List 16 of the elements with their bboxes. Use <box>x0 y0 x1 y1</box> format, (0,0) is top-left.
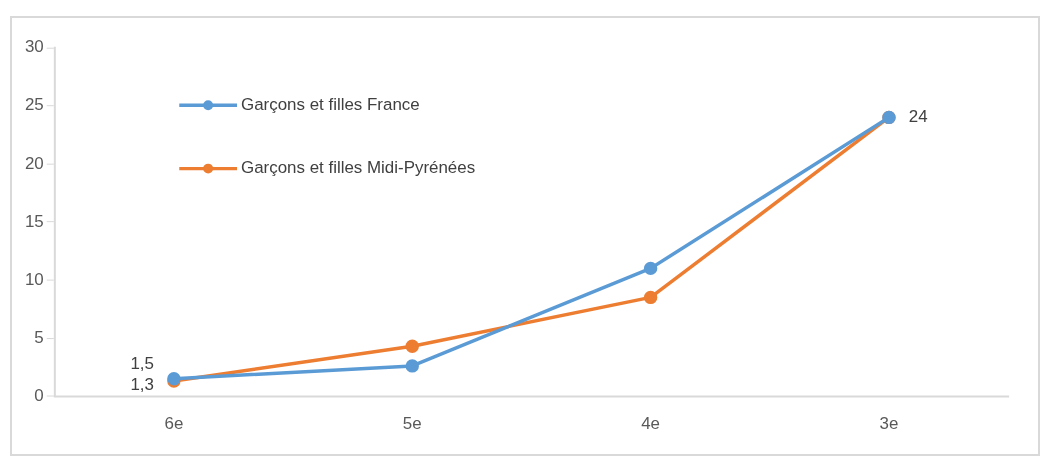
legend-label: Garçons et filles Midi-Pyrénées <box>241 158 476 178</box>
y-tick-label: 30 <box>24 37 44 57</box>
y-tick-label: 25 <box>24 95 44 115</box>
y-tick-label: 10 <box>24 269 44 289</box>
data-label: 1,5 <box>130 354 154 374</box>
y-tick-label: 0 <box>34 385 44 405</box>
x-tick-label: 6e <box>164 413 184 433</box>
data-label: 1,3 <box>130 374 154 394</box>
y-tick-label: 20 <box>24 153 44 173</box>
x-tick-label: 3e <box>879 413 899 433</box>
x-tick-label: 4e <box>641 413 661 433</box>
data-label: 24 <box>908 107 928 127</box>
legend-label: Garçons et filles France <box>241 94 420 114</box>
x-tick-label: 5e <box>402 413 422 433</box>
y-tick-label: 15 <box>24 211 44 231</box>
y-tick-label: 5 <box>34 327 44 347</box>
